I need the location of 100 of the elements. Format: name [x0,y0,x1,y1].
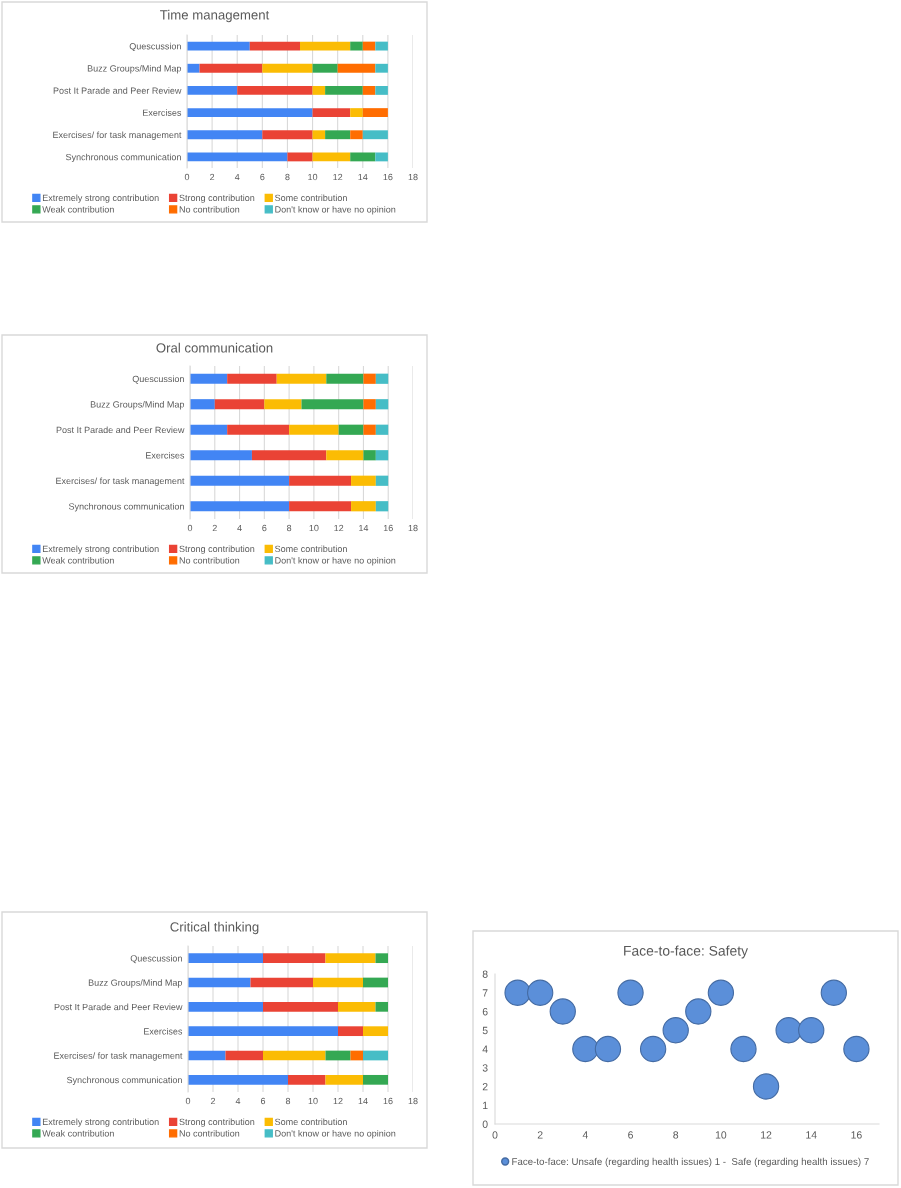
legend-label: Some contribution [275,545,347,553]
legend-label: Strong contribution [179,194,255,203]
bar [362,130,388,140]
bar [325,953,376,964]
bar [375,1001,388,1012]
chart-title: Critical thinking [170,921,259,935]
bar [249,41,300,51]
legend-label: Don't know or have no opinion [275,1129,396,1139]
legend-label: Weak contribution [42,205,114,213]
x-tick-label: 16 [383,1097,393,1105]
x-tick-label: 2 [212,524,217,532]
y-tick-label: Quescussion [130,954,182,964]
bar [187,130,263,140]
chart-title: Face-to-face: Safety [624,945,749,959]
x-tick-label: 10 [309,524,319,532]
x-tick-label: 8 [285,1097,291,1105]
bar [375,41,388,51]
y-tick-label: 3 [482,1064,488,1072]
y-tick-label: 4 [482,1045,488,1053]
x-tick-label: 14 [358,173,368,181]
bar [363,373,376,384]
y-tick-label: 5 [482,1026,488,1035]
y-tick-label: Exercises/ for task management [54,1052,183,1061]
x-tick-label: 14 [358,1097,368,1105]
bar [325,85,363,95]
legend-label: Strong contribution [179,545,255,554]
bar [351,475,376,486]
bar [262,130,313,140]
y-tick-label: Exercises/ for task management [53,131,182,140]
x-tick-label: 18 [408,1097,418,1105]
x-tick-label: 16 [851,1131,862,1139]
bar [289,475,352,486]
bar [190,373,228,384]
x-tick-label: 6 [628,1131,633,1139]
bar [363,1026,388,1037]
bar [363,977,388,988]
y-tick-label: Synchronous communication [66,1076,182,1085]
bar [375,63,388,73]
bar [190,424,228,435]
legend-label: Weak contribution [42,556,114,564]
legend-label: Don't know or have no opinion [275,556,396,566]
bar [312,108,351,118]
y-tick-label: Buzz Groups/Mind Map [87,64,182,74]
x-tick-label: 18 [408,173,418,181]
legend-label: No contribution [179,1129,240,1137]
bar [263,1050,326,1061]
x-tick-label: 0 [184,173,190,181]
x-tick-label: 0 [187,524,193,532]
bar [375,424,389,435]
bar [375,475,389,486]
x-tick-label: 6 [262,524,267,532]
bar [350,41,363,51]
y-tick-label: Exercises [146,451,185,459]
bar [313,977,363,988]
bar [251,450,327,461]
legend-label: Weak contribution [42,1129,114,1137]
legend-label: Extremely strong contribution [42,1118,159,1127]
y-tick-label: Quescussion [129,42,181,52]
legend-label: Don't know or have no opinion [275,205,396,215]
legend-label: Some contribution [275,1118,347,1126]
bar [363,424,376,435]
legend-label: Face-to-face: Unsafe (regarding health issues) 1 - Safe (regarding health issues) 7 [512,1157,869,1167]
x-tick-label: 10 [308,1097,318,1105]
x-tick-label: 6 [260,1097,266,1105]
bar [190,475,290,486]
bar [188,953,263,964]
bar [287,152,313,162]
bar [362,108,388,118]
bar [227,424,290,435]
y-tick-label: 7 [482,989,488,997]
bar [188,1001,263,1012]
bar [338,1026,363,1037]
bar [187,152,288,162]
bar [190,501,290,512]
bar [263,953,326,964]
legend-label: Strong contribution [179,1118,255,1127]
legend-label: No contribution [179,556,240,564]
x-tick-label: 6 [260,173,265,181]
bar [338,1001,376,1012]
x-tick-label: 10 [308,173,318,181]
y-tick-label: Buzz Groups/Mind Map [88,979,183,988]
x-tick-label: 14 [806,1131,817,1139]
bar [289,501,352,512]
bar [188,977,251,988]
x-tick-label: 8 [285,173,290,181]
bar [375,501,389,512]
x-tick-label: 0 [492,1131,498,1139]
bar [375,85,388,95]
bar [264,399,302,410]
bar [237,85,313,95]
bar [250,977,313,988]
x-tick-label: 16 [383,173,393,181]
bar [312,63,338,73]
y-tick-label: Exercises [143,109,182,116]
x-tick-label: 4 [234,173,240,181]
bar [262,63,313,73]
bar [375,953,388,964]
x-tick-label: 2 [537,1131,543,1139]
bar [312,85,326,95]
bar [325,1050,351,1061]
